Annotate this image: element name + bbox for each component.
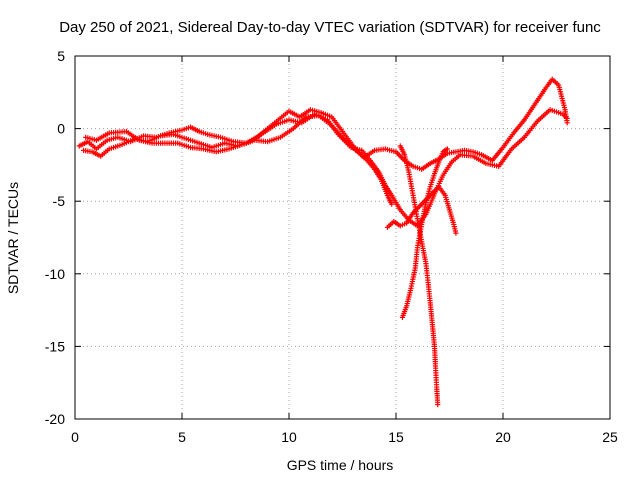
x-tick-label: 0 xyxy=(71,429,79,445)
data-point-track-c xyxy=(389,201,395,207)
data-point-track-f xyxy=(435,401,441,408)
plot-frame xyxy=(74,55,611,420)
y-tick-label: -10 xyxy=(45,266,65,282)
y-axis-label: SDTVAR / TECUs xyxy=(5,182,21,294)
y-tick-label: -20 xyxy=(45,411,65,427)
y-tick-label: -15 xyxy=(45,338,65,354)
data-point-track-b xyxy=(564,115,570,122)
data-point-track-a xyxy=(564,120,570,126)
x-tick-label: 20 xyxy=(495,429,511,445)
y-tick-label: 5 xyxy=(57,48,65,64)
grid-lines xyxy=(75,56,610,419)
x-tick-labels: 0 5 10 15 20 25 xyxy=(71,429,618,445)
axis-ticks xyxy=(74,55,611,420)
data-point-track-d xyxy=(453,230,459,236)
data-markers xyxy=(76,76,570,408)
y-tick-label: -5 xyxy=(53,193,66,209)
x-tick-label: 15 xyxy=(388,429,404,445)
x-axis-label: GPS time / hours xyxy=(287,457,394,473)
x-tick-label: 5 xyxy=(178,429,186,445)
chart-title: Day 250 of 2021, Sidereal Day-to-day VTE… xyxy=(59,19,601,36)
data-point-track-e xyxy=(444,146,450,152)
x-tick-label: 10 xyxy=(281,429,297,445)
y-tick-label: 0 xyxy=(57,121,65,137)
y-tick-labels: 5 0 -5 -10 -15 -20 xyxy=(45,48,65,427)
x-tick-label: 25 xyxy=(602,429,618,445)
